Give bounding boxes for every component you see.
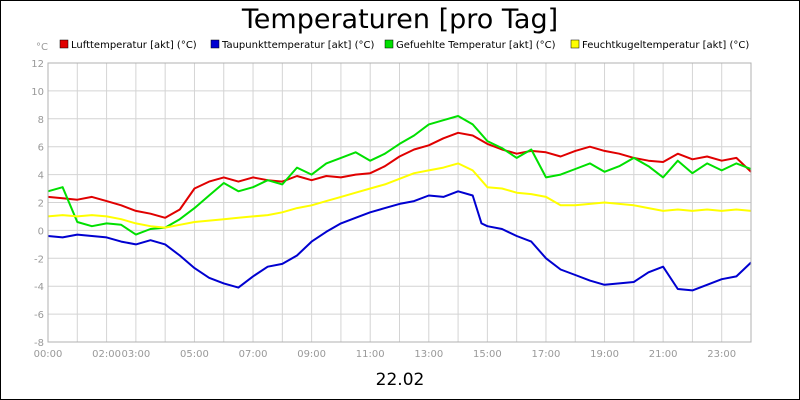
y-tick-label: 2 [38,199,44,210]
chart-legend: Lufttemperatur [akt] (°C) Taupunkttempera… [59,39,749,51]
legend-swatch [384,39,394,49]
legend-label: Taupunkttemperatur [akt] (°C) [221,40,374,51]
series-line-2 [47,190,752,292]
x-axis-date-label: 22.02 [376,370,425,390]
y-tick-label: 10 [31,87,44,98]
x-tick-label: 07:00 [239,349,268,360]
legend-label: Lufttemperatur [akt] (°C) [71,40,197,51]
x-tick-label: 19:00 [590,349,619,360]
legend-label: Gefuehlte Temperatur [akt] (°C) [396,40,556,51]
x-tick-label: 09:00 [297,349,326,360]
x-tick-label: 05:00 [180,349,209,360]
y-tick-label: 12 [31,59,44,70]
y-tick-label: 0 [38,226,44,237]
x-tick-label: 17:00 [532,349,561,360]
x-tick-label: 13:00 [414,349,443,360]
y-tick-label: 8 [38,115,44,126]
legend-label: Feuchtkugeltemperatur [akt] (°C) [582,40,749,51]
chart-title: Temperaturen [pro Tag] [241,4,558,35]
y-tick-label: -4 [34,282,44,293]
x-axis-ticks: 00:00 02:00 03:00 05:00 07:00 09:00 11:00 13:00… [34,349,737,360]
y-tick-label: 6 [38,143,44,154]
y-tick-label: 4 [38,171,44,182]
series-lines [47,115,752,292]
legend-swatch [570,39,580,49]
x-tick-label: 23:00 [707,349,736,360]
x-tick-label: 11:00 [356,349,385,360]
legend-swatch [59,39,69,49]
plot-border [47,62,752,343]
y-axis-unit: °C [36,42,48,53]
y-tick-label: -6 [34,310,44,321]
y-axis-ticks: -8 -6 -4 -2 0 2 4 6 8 10 12 [31,59,44,349]
y-tick-label: -8 [34,338,44,349]
x-tick-label: 02:00 [92,349,121,360]
legend-swatch [210,39,220,49]
x-tick-label: 21:00 [649,349,678,360]
y-tick-label: -2 [34,254,44,265]
x-tick-label: 00:00 [34,349,63,360]
x-tick-label: 03:00 [121,349,150,360]
x-tick-label: 15:00 [473,349,502,360]
series-line-4 [47,162,752,229]
